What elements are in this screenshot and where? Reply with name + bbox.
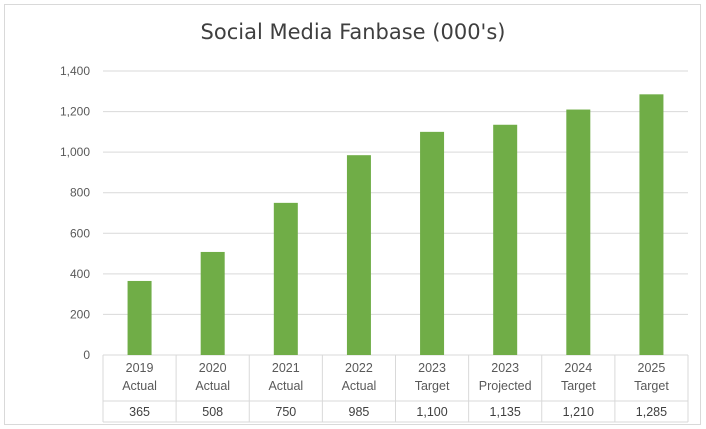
x-tick-label: 2023 Projected — [479, 361, 532, 393]
bar — [346, 155, 371, 355]
data-label: 985 — [349, 405, 370, 419]
y-tick-label: 200 — [70, 307, 90, 321]
data-label: 365 — [129, 405, 150, 419]
x-tick-label: 2020 Actual — [195, 361, 230, 393]
chart-title: Social Media Fanbase (000's) — [200, 20, 506, 44]
data-label: 750 — [275, 405, 296, 419]
bar — [273, 202, 298, 355]
bar — [200, 251, 225, 355]
data-label: 1,135 — [490, 405, 521, 419]
y-tick-label: 0 — [83, 348, 90, 362]
data-label: 1,285 — [636, 405, 667, 419]
data-label: 508 — [202, 405, 223, 419]
bar — [127, 280, 152, 355]
y-tick-label: 400 — [70, 267, 90, 281]
y-tick-label: 800 — [70, 186, 90, 200]
x-tick-label: 2021 Actual — [268, 361, 303, 393]
data-label: 1,100 — [416, 405, 447, 419]
x-tick-label: 2023 Target — [415, 361, 450, 393]
x-tick-label: 2019 Actual — [122, 361, 157, 393]
bar — [493, 124, 518, 355]
x-tick-label: 2022 Actual — [342, 361, 377, 393]
y-tick-label: 600 — [70, 226, 90, 240]
bar — [566, 109, 591, 356]
x-tick-label: 2024 Target — [561, 361, 596, 393]
y-tick-label: 1,000 — [60, 145, 90, 159]
y-tick-label: 1,400 — [60, 64, 90, 78]
bar — [420, 131, 445, 355]
y-tick-label: 1,200 — [60, 105, 90, 119]
bar — [639, 94, 664, 355]
x-tick-label: 2025 Target — [634, 361, 669, 393]
data-label: 1,210 — [563, 405, 594, 419]
